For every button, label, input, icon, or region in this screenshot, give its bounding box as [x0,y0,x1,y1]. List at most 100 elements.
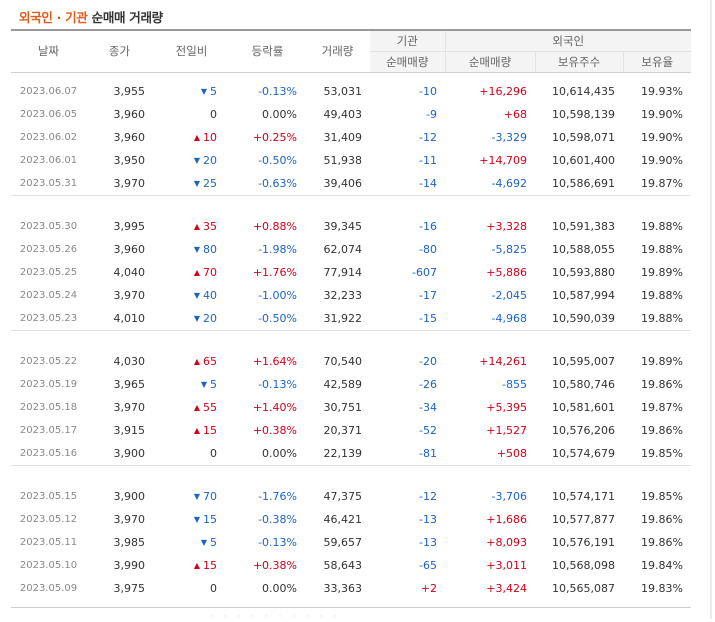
cell-volume: 42,589 [323,377,363,391]
arrow-down-icon: ▼ [193,313,200,323]
cell-foreign-hold: 10,614,435 [552,84,615,98]
cell-close: 3,985 [113,535,146,549]
table-row: 2023.05.09 3,975 0 0.00% 33,363 +2 +3,424 10,56… [11,577,691,600]
cell-volume: 51,938 [323,153,363,167]
cell-diff: ▼ 25 [153,172,230,196]
cell-close: 3,900 [113,489,146,503]
cell-foreign-net: -4,968 [491,311,527,325]
scrollbar-track[interactable] [710,0,712,619]
cell-rate: +1.40% [252,400,297,414]
cell-foreign-net: -2,045 [491,288,527,302]
cell-rate: +1.64% [252,354,297,368]
diff-value: 35 [203,219,217,233]
cell-diff: ▲ 55 [153,396,230,419]
cell-foreign-net: +3,328 [486,219,527,233]
cell-rate: -0.13% [258,84,297,98]
table-row: 2023.05.22 4,030 ▲ 65 +1.64% 70,540 -20 +14,261… [11,350,691,373]
cell-foreign-net: -4,692 [491,176,527,190]
cell-date: 2023.05.25 [19,266,78,278]
cell-rate: -0.50% [258,153,297,167]
cell-foreign-hold: 10,598,139 [552,107,615,121]
table-row: 2023.05.19 3,965 ▼ 5 -0.13% 42,589 -26 -855 10,5… [11,373,691,396]
cell-date: 2023.05.16 [19,447,78,459]
cell-rate: -1.00% [258,288,297,302]
cell-close: 3,950 [113,153,146,167]
cell-foreign-hold: 10,590,039 [552,311,615,325]
cell-rate: +1.76% [252,265,297,279]
cell-rate: +0.38% [252,558,297,572]
cell-rate: -0.63% [258,176,297,190]
cell-close: 3,960 [113,242,146,256]
cell-foreign-ratio: 19.86% [641,535,683,549]
cell-foreign-ratio: 19.88% [641,219,683,233]
table-row: 2023.05.23 4,010 ▼ 20 -0.50% 31,922 -15 -4,968 1… [11,307,691,331]
cell-foreign-ratio: 19.85% [641,489,683,503]
row-spacer [11,343,691,350]
diff-value: 15 [203,558,217,572]
trading-table: 날짜 종가 전일비 등락률 거래량 기관 외국인 순매매량 순매매량 보유주수 … [11,29,691,608]
table-row: 2023.06.07 3,955 ▼ 5 -0.13% 53,031 -10 +16,296 1… [11,80,691,103]
cell-close: 4,010 [113,311,146,325]
table-row: 2023.05.15 3,900 ▼ 70 -1.76% 47,375 -12 -3,706 1… [11,485,691,508]
cell-volume: 49,403 [323,107,363,121]
cell-foreign-hold: 10,601,400 [552,153,615,167]
cell-inst-net: -12 [419,130,437,144]
table-row: 2023.05.30 3,995 ▲ 35 +0.88% 39,345 -16 +3,328 1… [11,215,691,238]
cell-foreign-net: +14,261 [479,354,527,368]
cell-date: 2023.05.24 [19,289,78,301]
cell-inst-net: -52 [419,423,437,437]
cell-diff: ▲ 65 [153,350,230,373]
cell-date: 2023.05.22 [19,355,78,367]
cell-foreign-ratio: 19.89% [641,265,683,279]
cell-close: 4,030 [113,354,146,368]
cell-diff: ▼ 80 [153,238,230,261]
cell-volume: 20,371 [323,423,363,437]
cell-date: 2023.05.30 [19,220,78,232]
cell-inst-net: -65 [419,558,437,572]
cell-foreign-hold: 10,577,877 [552,512,615,526]
cell-foreign-hold: 10,574,171 [552,489,615,503]
arrow-up-icon: ▲ [193,356,200,366]
col-header-date: 날짜 [11,29,86,73]
col-group-foreign: 외국인 [444,29,691,51]
row-spacer [11,72,691,80]
group-divider [11,464,691,478]
cell-diff: ▼ 40 [153,284,230,307]
cell-foreign-hold: 10,574,679 [552,446,615,460]
diff-value: 25 [203,176,217,190]
cell-foreign-hold: 10,598,071 [552,130,615,144]
cell-volume: 58,643 [323,558,363,572]
cell-volume: 39,345 [323,219,363,233]
cell-diff: 0 [153,442,230,466]
cell-volume: 62,074 [323,242,363,256]
table-row: 2023.06.01 3,950 ▼ 20 -0.50% 51,938 -11 +14,709… [11,149,691,172]
col-group-institution: 기관 [370,29,445,51]
cell-rate: 0.00% [262,107,297,121]
cell-inst-net: -80 [419,242,437,256]
group-divider [11,194,691,208]
arrow-down-icon: ▼ [200,86,207,96]
cell-rate: -1.76% [258,489,297,503]
diff-value: 70 [203,265,217,279]
cell-foreign-net: -3,329 [491,130,527,144]
cell-date: 2023.05.19 [19,378,78,390]
diff-value: 0 [210,107,217,121]
cell-foreign-ratio: 19.90% [641,153,683,167]
cell-diff: ▲ 15 [153,419,230,442]
cell-date: 2023.06.05 [19,108,78,120]
cell-date: 2023.06.07 [19,85,78,97]
cell-foreign-net: +5,886 [486,265,527,279]
arrow-up-icon: ▲ [193,132,200,142]
cell-close: 3,970 [113,176,146,190]
table-body: 2023.06.07 3,955 ▼ 5 -0.13% 53,031 -10 +16,296 1… [11,72,691,608]
diff-value: 55 [203,400,217,414]
col-header-rate: 등락률 [230,29,305,73]
diff-value: 5 [210,84,217,98]
cell-date: 2023.05.26 [19,243,78,255]
trading-table-wrap: 날짜 종가 전일비 등락률 거래량 기관 외국인 순매매량 순매매량 보유주수 … [11,29,691,608]
table-row: 2023.05.24 3,970 ▼ 40 -1.00% 32,233 -17 -2,045 1… [11,284,691,307]
cell-date: 2023.05.12 [19,513,78,525]
diff-value: 0 [210,581,217,595]
cell-foreign-hold: 10,568,098 [552,558,615,572]
cell-volume: 77,914 [323,265,363,279]
